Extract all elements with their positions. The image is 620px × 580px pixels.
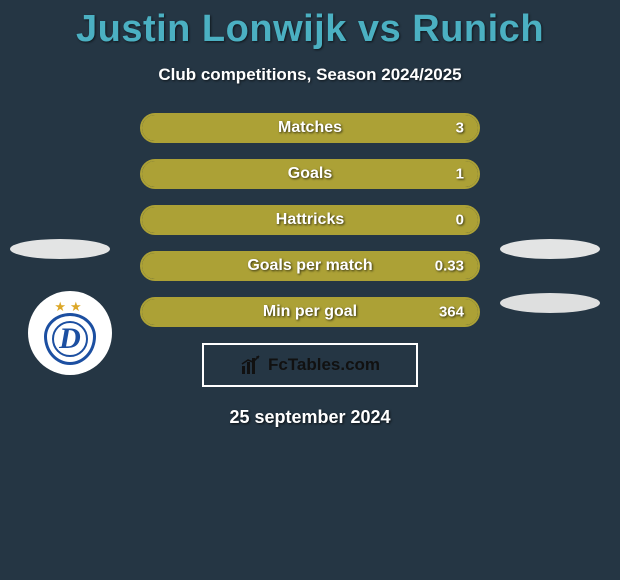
stat-row: Matches 3 xyxy=(140,113,480,143)
subtitle: Club competitions, Season 2024/2025 xyxy=(0,65,620,85)
decor-ellipse xyxy=(500,239,600,259)
brand-text: FcTables.com xyxy=(268,355,380,375)
stat-label: Goals per match xyxy=(247,257,372,275)
decor-ellipse xyxy=(500,293,600,313)
page-title: Justin Lonwijk vs Runich xyxy=(0,0,620,51)
stat-row: Min per goal 364 xyxy=(140,297,480,327)
club-crest: ★★ D xyxy=(28,291,112,375)
crest-shield-icon: D xyxy=(44,313,96,365)
stat-value: 1 xyxy=(456,166,464,183)
stat-label: Min per goal xyxy=(263,303,357,321)
stat-value: 0.33 xyxy=(435,258,464,275)
stat-row: Hattricks 0 xyxy=(140,205,480,235)
stats-area: ★★ D Matches 3 Goals 1 Hattricks 0 Goals… xyxy=(0,113,620,428)
stat-value: 0 xyxy=(456,212,464,229)
chart-icon xyxy=(240,354,262,376)
stat-label: Goals xyxy=(288,165,332,183)
stat-value: 3 xyxy=(456,120,464,137)
stat-row: Goals 1 xyxy=(140,159,480,189)
stat-label: Matches xyxy=(278,119,342,137)
crest-letter: D xyxy=(59,322,81,356)
stat-value: 364 xyxy=(439,304,464,321)
decor-ellipse xyxy=(10,239,110,259)
date-text: 25 september 2024 xyxy=(0,407,620,428)
brand-box: FcTables.com xyxy=(202,343,418,387)
stat-label: Hattricks xyxy=(276,211,344,229)
stat-row: Goals per match 0.33 xyxy=(140,251,480,281)
